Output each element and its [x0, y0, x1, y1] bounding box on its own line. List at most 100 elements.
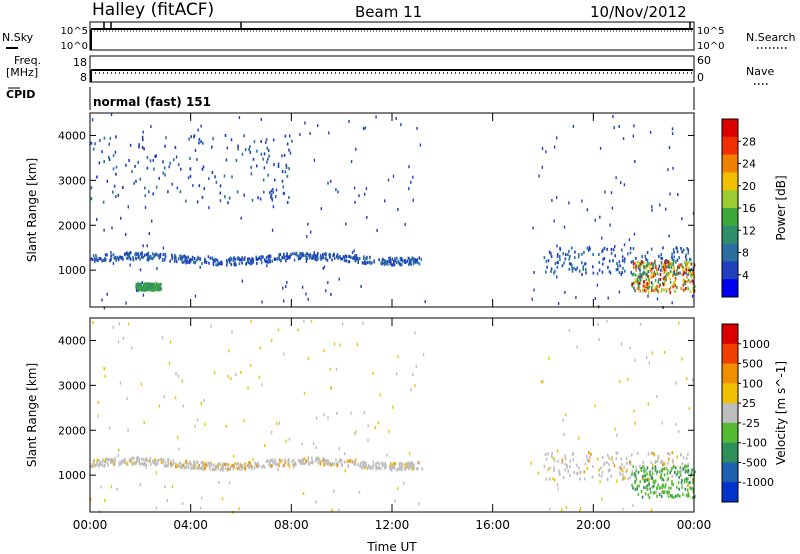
cpid-label: CPID — [6, 88, 35, 101]
x-tick-label: 16:00 — [475, 518, 510, 532]
velocity-echo-point — [267, 459, 269, 463]
power-echo-point — [112, 190, 114, 194]
power-echo-point — [155, 285, 158, 289]
velocity-echo-point — [683, 465, 686, 469]
power-echo-point — [198, 141, 200, 145]
velocity-echo-point — [168, 361, 171, 365]
velocity-echo-point — [169, 462, 172, 466]
power-echo-point — [564, 257, 567, 261]
power-echo-point — [142, 138, 144, 142]
power-echo-point — [109, 136, 112, 140]
velocity-echo-point — [113, 459, 116, 463]
power-echo-point — [363, 255, 365, 259]
power-echo-point — [650, 247, 653, 251]
power-echo-point — [201, 195, 204, 199]
freq-left-tick-bottom: 8 — [80, 71, 87, 84]
power-echo-point — [667, 271, 670, 275]
velocity-echo-point — [648, 478, 650, 481]
power-echo-point — [360, 285, 362, 288]
velocity-echo-point — [351, 459, 354, 463]
power-echo-point — [651, 286, 653, 290]
velocity-echo-point — [154, 463, 157, 467]
velocity-echo-point — [627, 477, 629, 481]
power-echo-point — [281, 255, 284, 259]
power-echo-point — [354, 254, 356, 258]
velocity-echo-point — [667, 495, 670, 499]
velocity-echo-point — [356, 343, 358, 347]
velocity-echo-point — [638, 484, 640, 488]
velocity-echo-point — [381, 461, 384, 465]
power-echo-point — [307, 222, 309, 226]
power-echo-point — [95, 254, 97, 258]
power-echo-point — [632, 262, 635, 266]
power-echo-point — [387, 178, 390, 182]
freq-right-tick-bottom: 0 — [697, 71, 704, 84]
velocity-echo-point — [607, 469, 610, 473]
velocity-echo-point — [685, 468, 687, 472]
velocity-echo-point — [162, 458, 165, 462]
power-echo-point — [364, 192, 366, 196]
power-echo-point — [659, 203, 661, 207]
power-echo-point — [272, 138, 275, 142]
power-echo-point — [271, 198, 274, 202]
power-echo-point — [217, 260, 219, 264]
velocity-echo-point — [388, 465, 391, 469]
velocity-colorbar-segment — [722, 422, 738, 444]
power-echo-point — [108, 142, 110, 146]
power-echo-point — [227, 201, 229, 205]
velocity-echo-point — [216, 463, 219, 467]
power-echo-point — [139, 288, 141, 292]
power-echo-point — [275, 188, 278, 192]
power-echo-point — [163, 258, 166, 262]
power-echo-point — [342, 255, 345, 259]
power-echo-point — [418, 262, 421, 266]
velocity-echo-point — [399, 461, 401, 465]
power-echo-point — [680, 247, 682, 250]
power-echo-point — [187, 255, 190, 259]
power-echo-point — [355, 254, 358, 258]
power-echo-point — [140, 287, 142, 291]
power-echo-point — [419, 143, 422, 147]
power-echo-point — [407, 263, 410, 267]
power-echo-point — [237, 144, 239, 148]
power-echo-point — [659, 277, 662, 281]
power-echo-point — [143, 282, 146, 286]
power-echo-point — [533, 288, 535, 292]
power-echo-point — [279, 253, 282, 256]
power-echo-point — [96, 175, 98, 179]
power-echo-point — [556, 265, 559, 269]
power-echo-point — [576, 266, 579, 270]
power-echo-point — [362, 261, 365, 265]
power-echo-point — [225, 263, 228, 267]
velocity-echo-point — [636, 485, 639, 489]
velocity-echo-point — [625, 470, 627, 474]
power-echo-point — [654, 279, 657, 282]
power-echo-point — [317, 257, 319, 261]
power-echo-point — [563, 225, 566, 229]
power-echo-point — [284, 170, 287, 174]
power-echo-point — [682, 288, 685, 292]
velocity-echo-point — [228, 481, 231, 485]
power-echo-point — [644, 254, 647, 258]
power-echo-point — [666, 260, 669, 264]
power-echo-point — [162, 160, 164, 164]
power-echo-point — [676, 286, 678, 289]
power-echo-point — [672, 282, 675, 286]
power-echo-point — [631, 273, 634, 277]
power-echo-point — [388, 256, 390, 260]
velocity-echo-point — [300, 459, 303, 462]
velocity-echo-point — [330, 463, 332, 467]
power-echo-point — [672, 274, 674, 278]
power-echo-point — [396, 261, 398, 265]
velocity-echo-point — [102, 458, 104, 462]
power-echo-point — [241, 152, 244, 156]
velocity-echo-point — [150, 463, 152, 466]
power-echo-point — [113, 184, 116, 188]
velocity-echo-point — [412, 463, 414, 467]
power-echo-point — [108, 158, 111, 162]
power-echo-point — [634, 280, 637, 284]
power-echo-point — [314, 254, 317, 258]
power-echo-point — [208, 177, 210, 181]
velocity-echo-point — [233, 463, 235, 467]
velocity-echo-point — [397, 487, 399, 491]
